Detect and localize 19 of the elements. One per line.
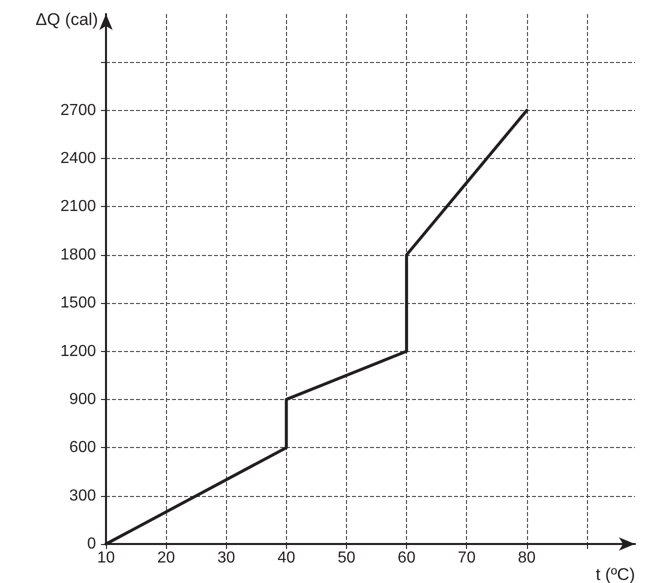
x-tick-label: 10 bbox=[97, 550, 115, 566]
x-tick-label: 60 bbox=[398, 550, 416, 566]
y-tick-label: 900 bbox=[69, 390, 96, 408]
y-tick-label: 0 bbox=[87, 536, 96, 552]
y-tick-label: 1800 bbox=[60, 246, 96, 264]
y-tick-label: 600 bbox=[69, 439, 96, 456]
y-tick-label: 2700 bbox=[60, 102, 96, 119]
y-axis-title: ΔQ (cal) bbox=[36, 10, 98, 29]
y-tick-label: 2400 bbox=[60, 150, 96, 168]
y-tick-label: 1500 bbox=[60, 294, 96, 312]
y-tick-label: 1200 bbox=[60, 342, 96, 360]
y-tick-label: 2100 bbox=[60, 198, 96, 216]
x-tick-label: 70 bbox=[458, 550, 476, 566]
x-tick-label: 50 bbox=[338, 550, 356, 566]
x-tick-label: 80 bbox=[518, 550, 536, 566]
x-tick-label: 40 bbox=[277, 550, 296, 566]
y-tick-label: 300 bbox=[69, 487, 96, 504]
x-tick-label: 20 bbox=[157, 550, 176, 566]
x-tick-label: 30 bbox=[217, 550, 236, 566]
